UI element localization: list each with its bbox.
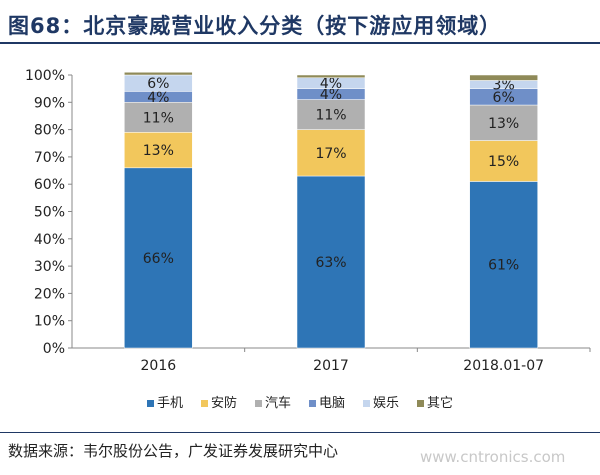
y-tick-label: 60% [34,177,65,193]
legend-label: 电脑 [319,396,346,411]
data-label: 6% [147,76,169,92]
legend-label: 手机 [156,396,183,411]
data-label: 11% [143,110,174,126]
data-label: 4% [320,76,342,92]
bar-segment [469,104,538,141]
legend-item: 娱乐 [363,392,399,411]
data-label: 4% [147,90,169,106]
y-tick-label: 10% [34,314,65,330]
data-label: 11% [315,108,346,124]
bar-segment [124,167,193,349]
legend-label: 其它 [427,396,454,411]
legend-swatch [417,400,425,407]
legend-swatch [363,400,371,407]
data-label: 4% [320,87,342,103]
y-tick-label: 0% [43,341,65,357]
data-label: 15% [488,154,519,170]
y-tick-label: 80% [34,123,65,139]
legend-item: 手机 [146,392,183,411]
legend-label: 娱乐 [373,396,400,411]
bar-segment [469,74,538,81]
page-title: 图68：北京豪威营业收入分类（按下游应用领域） [8,14,502,38]
bar-segment [296,99,366,130]
source-note: 数据来源：韦尔股份公告，广发证券发展研究中心 [8,442,339,460]
legend-label: 安防 [210,396,237,411]
legend-swatch [146,400,154,407]
bar-segment [469,181,538,349]
legend-item: 安防 [200,392,237,411]
legend-swatch [309,400,316,407]
bar-segment [124,102,193,133]
bar-segment [296,129,366,177]
legend-label: 汽车 [264,396,291,411]
legend-swatch [254,400,262,407]
data-label: 13% [488,116,519,132]
y-tick-label: 50% [34,205,65,221]
x-tick-label: 2018.01-07 [463,358,544,374]
bar-segment [124,132,193,169]
legend-item: 电脑 [309,392,345,411]
footer-divider [0,432,600,433]
y-tick-label: 100% [25,68,65,84]
y-tick-label: 20% [34,286,65,302]
watermark: www.cntronics.com [420,448,566,466]
chart-legend: 手机 安防 汽车 电脑 娱乐 其它 [0,392,600,411]
y-tick-label: 40% [34,232,65,248]
y-tick-label: 90% [34,95,65,111]
y-tick-label: 70% [34,150,65,166]
x-tick-label: 2016 [141,358,177,374]
stacked-bar-chart: 0% 10% 20% 30% 40% 50% 60% 70% 80% 90% 100% 66% 13% 1… [25,68,591,374]
data-label: 66% [143,251,174,267]
bar-segment [296,175,366,349]
y-tick-label: 30% [34,259,65,275]
data-label: 17% [315,146,346,162]
legend-item: 汽车 [254,392,291,411]
x-tick-label: 2017 [313,358,349,374]
bar-segment [124,72,193,76]
data-label: 6% [493,90,515,106]
bar-segment [296,74,366,78]
legend-item: 其它 [417,392,453,411]
legend-swatch [200,400,208,407]
bar-segment [469,140,538,182]
data-label: 63% [315,255,346,271]
title-divider [0,42,600,44]
data-label: 13% [143,143,174,159]
data-label: 61% [488,258,519,274]
data-label: 3% [493,78,515,94]
